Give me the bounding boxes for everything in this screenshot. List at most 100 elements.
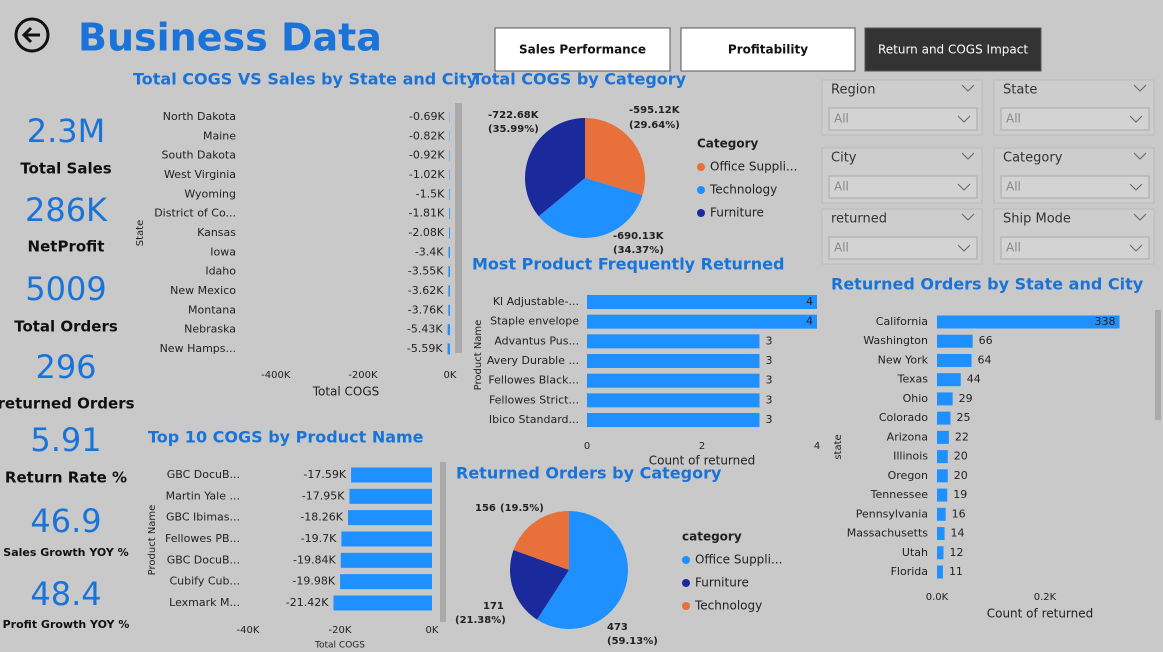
kpi-value: 5009 xyxy=(25,270,106,308)
x-tick-label: -20K xyxy=(329,625,352,636)
legend-title: category xyxy=(682,530,742,544)
back-button[interactable] xyxy=(14,17,50,53)
bar xyxy=(937,411,951,425)
data-label: -3.76K xyxy=(408,303,444,316)
bar xyxy=(351,467,432,483)
data-label: -19.84K xyxy=(293,553,336,566)
y-axis-label: State xyxy=(135,220,146,246)
bar xyxy=(341,531,432,547)
kpi-label: returned Orders xyxy=(0,395,135,413)
nav-button[interactable] xyxy=(864,27,1042,72)
category-label: Fellowes Black... xyxy=(488,374,579,387)
data-label: -0.69K xyxy=(409,110,445,123)
bar xyxy=(448,285,450,297)
data-label: -17.95K xyxy=(302,489,345,502)
kpi-label: Total Orders xyxy=(14,318,118,336)
chart-title: Top 10 COGS by Product Name xyxy=(148,428,424,447)
kpi-label: Profit Growth YOY % xyxy=(3,618,130,631)
category-label: Wyoming xyxy=(184,187,236,200)
data-label-percent: (19.5%) xyxy=(500,503,544,514)
data-label: 3 xyxy=(766,354,773,367)
data-label: -17.59K xyxy=(303,468,346,481)
nav-button[interactable] xyxy=(494,27,671,72)
legend-label: Furniture xyxy=(695,576,749,590)
bar xyxy=(937,430,949,444)
scrollbar[interactable] xyxy=(455,103,462,353)
legend-label: Furniture xyxy=(710,206,764,220)
kpi-value: 286K xyxy=(25,191,108,229)
category-label: Ibico Standard... xyxy=(489,413,579,426)
category-label: GBC DocuB... xyxy=(167,553,240,566)
filter-input[interactable] xyxy=(1000,175,1150,199)
bar xyxy=(587,393,760,408)
category-label: North Dakota xyxy=(163,110,236,123)
legend-label: Office Suppli... xyxy=(710,160,797,174)
category-label: Tennessee xyxy=(870,488,929,501)
category-label: District of Co... xyxy=(154,207,236,220)
category-label: Kansas xyxy=(197,226,236,239)
scrollbar[interactable] xyxy=(440,462,446,622)
category-label: Martin Yale ... xyxy=(166,489,240,502)
data-label: -2.08K xyxy=(408,226,444,239)
category-label: Colorado xyxy=(879,411,928,424)
x-tick-label: -400K xyxy=(261,370,291,381)
data-label: 3 xyxy=(766,334,773,347)
data-label: -3.4K xyxy=(415,245,444,258)
legend-label: Office Suppli... xyxy=(695,553,782,567)
filter-input[interactable] xyxy=(828,236,978,260)
data-label: -5.59K xyxy=(407,342,443,355)
filter-chevron xyxy=(961,213,975,221)
kpi-label: Sales Growth YOY % xyxy=(3,546,128,559)
bar xyxy=(937,315,1120,329)
filter-value: All xyxy=(1006,180,1021,194)
bar xyxy=(348,510,432,526)
bar xyxy=(340,552,432,568)
data-label-percent: (29.64%) xyxy=(629,120,680,131)
category-label: Florida xyxy=(891,565,928,578)
filter-chevron xyxy=(961,84,975,92)
x-tick-label: -200K xyxy=(348,370,378,381)
data-label: 12 xyxy=(949,546,963,559)
filter-value: All xyxy=(834,180,849,194)
data-label: -21.42K xyxy=(286,596,329,609)
bar xyxy=(587,413,760,428)
category-label: Illinois xyxy=(893,450,928,463)
filter-input[interactable] xyxy=(828,175,978,199)
data-label: 3 xyxy=(766,393,773,406)
scrollbar[interactable] xyxy=(1155,310,1161,420)
data-label: -3.62K xyxy=(408,284,444,297)
filter-input[interactable] xyxy=(1000,107,1150,131)
pie-slice xyxy=(538,178,643,239)
data-label: 338 xyxy=(1095,315,1116,328)
nav-button[interactable] xyxy=(680,27,856,72)
bar xyxy=(448,246,450,258)
category-label: Utah xyxy=(902,546,928,559)
data-label: 3 xyxy=(766,413,773,426)
kpi-value: 5.91 xyxy=(30,421,101,459)
bar xyxy=(937,353,972,367)
data-label: -5.43K xyxy=(407,323,443,336)
filter-value: All xyxy=(1006,112,1021,126)
category-label: Kl Adjustable-... xyxy=(493,295,579,308)
data-label: -19.7K xyxy=(301,532,337,545)
filter-label: City xyxy=(831,151,857,166)
bar xyxy=(448,304,450,316)
filter-value: All xyxy=(1006,241,1021,255)
x-axis-label: Count of returned xyxy=(987,607,1094,621)
category-label: Nebraska xyxy=(184,323,236,336)
filter-label: State xyxy=(1003,83,1037,98)
legend-marker xyxy=(697,163,705,171)
page-title: Business Data xyxy=(78,16,382,60)
filter-chevron xyxy=(1133,213,1147,221)
data-label: 11 xyxy=(949,565,963,578)
category-label: Fellowes PB... xyxy=(165,532,240,545)
bar xyxy=(587,354,760,369)
filter-input[interactable] xyxy=(1000,236,1150,260)
bar xyxy=(349,488,432,504)
filter-input[interactable] xyxy=(828,107,978,131)
data-label: 20 xyxy=(954,469,968,482)
data-label: -722.68K xyxy=(488,110,540,121)
chart-title: Total COGS by Category xyxy=(472,70,687,89)
category-label: Cubify Cub... xyxy=(169,575,240,588)
